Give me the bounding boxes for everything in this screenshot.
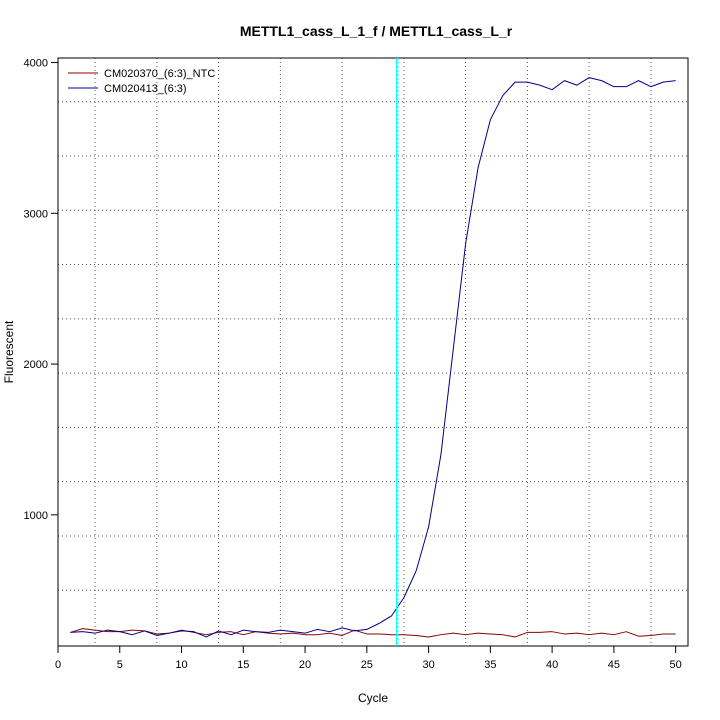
x-axis-label: Cycle (358, 691, 388, 705)
y-axis: 1000 2000 3000 4000 (24, 58, 58, 522)
y-tick-label: 3000 (24, 208, 48, 220)
x-tick-label: 0 (55, 659, 61, 671)
x-tick-label: 50 (670, 659, 682, 671)
x-tick-label: 10 (175, 659, 187, 671)
series-lines (70, 77, 676, 638)
x-axis: 0 5 10 15 20 25 30 35 40 45 50 (55, 646, 682, 671)
x-tick-label: 25 (361, 659, 373, 671)
x-tick-label: 35 (484, 659, 496, 671)
y-tick-label: 4000 (24, 58, 48, 70)
grid-lines (58, 58, 688, 646)
y-tick-label: 2000 (24, 359, 48, 371)
x-tick-label: 5 (117, 659, 123, 671)
threshold-line (395, 58, 399, 646)
legend: CM020370_(6:3)_NTC CM020413_(6:3) (68, 68, 215, 95)
plot-frame (57, 57, 689, 647)
series-line-sample (70, 77, 676, 638)
x-tick-label: 20 (299, 659, 311, 671)
y-axis-label: Fluorescent (2, 320, 16, 383)
y-tick-label: 1000 (24, 510, 48, 522)
legend-label-sample: CM020413_(6:3) (104, 83, 187, 95)
x-tick-label: 30 (422, 659, 434, 671)
x-tick-label: 45 (608, 659, 620, 671)
legend-label-ntc: CM020370_(6:3)_NTC (104, 68, 215, 80)
x-tick-label: 40 (546, 659, 558, 671)
series-line-ntc (70, 628, 676, 638)
chart-title: METTL1_cass_L_1_f / METTL1_cass_L_r (240, 23, 513, 39)
x-tick-label: 15 (237, 659, 249, 671)
